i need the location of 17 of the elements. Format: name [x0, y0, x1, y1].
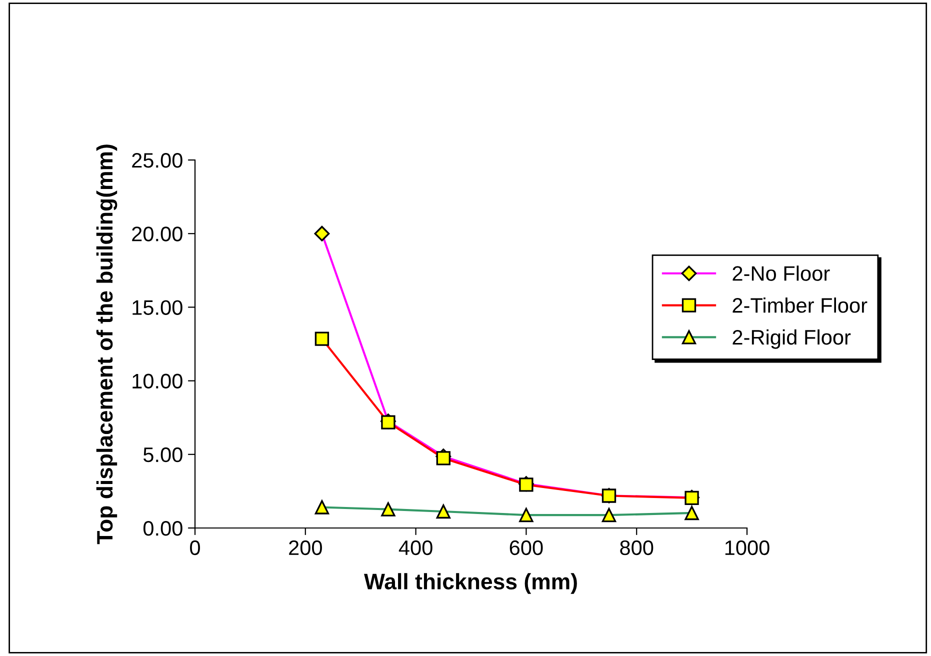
x-axis-title: Wall thickness (mm) [364, 573, 577, 594]
y-axis-title: Top displacement of the building(mm) [96, 144, 118, 544]
x-tick-label: 1000 [725, 540, 770, 556]
x-tick-label: 800 [620, 540, 654, 556]
x-tick-label: 400 [398, 540, 432, 556]
y-tick-label: 0.00 [143, 521, 182, 536]
legend-label: 2-Timber Floor [732, 297, 868, 313]
legend-label: 2-Rigid Floor [732, 329, 851, 349]
y-tick-label: 20.00 [132, 226, 182, 242]
legend-label: 2-No Floor [732, 266, 830, 281]
x-tick-label: 0 [190, 540, 200, 556]
x-tick-label: 600 [510, 540, 543, 556]
y-tick-label: 5.00 [143, 447, 182, 462]
x-tick-label: 200 [289, 540, 322, 556]
y-tick-label: 25.00 [132, 153, 182, 168]
y-tick-label: 15.00 [132, 300, 182, 315]
y-tick-label: 10.00 [132, 374, 182, 389]
